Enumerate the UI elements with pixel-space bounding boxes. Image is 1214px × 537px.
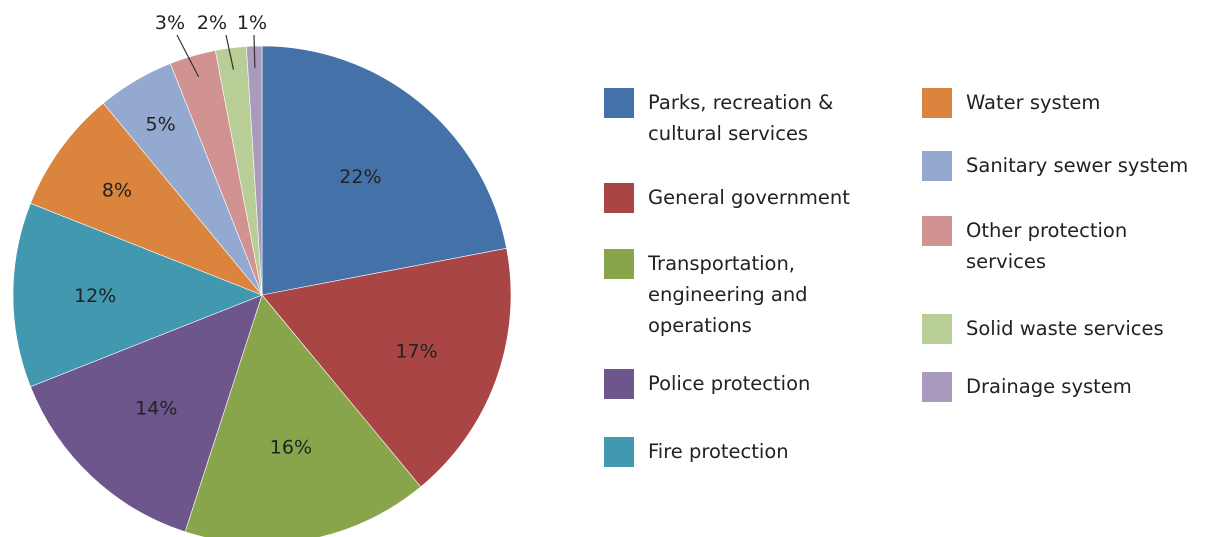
- legend-item-solid-waste-services: Solid waste services: [922, 314, 1164, 344]
- pie-value-label-police-protection: 14%: [135, 398, 177, 420]
- pie-slice-general-government: [261, 247, 512, 488]
- legend-swatch-drainage-system: [922, 372, 952, 402]
- pie-value-label-drainage-system: 1%: [237, 12, 267, 34]
- legend-item-parks-recreation-and-cultural-services: Parks, recreation & cultural services: [604, 88, 840, 145]
- legend-label-drainage-system: Drainage system: [966, 375, 1132, 398]
- pie-slice-transportation-engineering-and-operations: [184, 294, 422, 537]
- pie-value-label-other-protection-services: 3%: [155, 12, 185, 34]
- leader-line-other-protection-services: [176, 34, 200, 78]
- legend-label-parks-recreation-and-cultural-services: Parks, recreation & cultural services: [648, 91, 840, 145]
- legend-swatch-general-government: [604, 183, 634, 213]
- pie-slice-water-system: [30, 102, 263, 296]
- pie-value-label-transportation-engineering-and-operations: 16%: [270, 437, 312, 459]
- legend-item-water-system: Water system: [922, 88, 1100, 118]
- legend-swatch-parks-recreation-and-cultural-services: [604, 88, 634, 118]
- legend-item-fire-protection: Fire protection: [604, 437, 789, 467]
- legend-item-other-protection-services: Other protection services: [922, 216, 1133, 273]
- pie-value-label-parks-recreation-and-cultural-services: 22%: [339, 166, 381, 188]
- pie-slice-police-protection: [30, 294, 263, 533]
- leader-line-solid-waste-services: [225, 34, 235, 70]
- legend-swatch-fire-protection: [604, 437, 634, 467]
- pie-value-label-solid-waste-services: 2%: [197, 12, 227, 34]
- legend-item-general-government: General government: [604, 183, 850, 213]
- legend-label-water-system: Water system: [966, 91, 1100, 114]
- legend-label-police-protection: Police protection: [648, 372, 810, 395]
- pie-slice-fire-protection: [12, 202, 263, 388]
- legend-label-general-government: General government: [648, 186, 850, 209]
- legend-label-other-protection-services: Other protection services: [966, 219, 1133, 273]
- legend-item-sanitary-sewer-system: Sanitary sewer system: [922, 151, 1188, 181]
- legend-item-drainage-system: Drainage system: [922, 372, 1132, 402]
- legend-item-police-protection: Police protection: [604, 369, 810, 399]
- legend-label-solid-waste-services: Solid waste services: [966, 317, 1164, 340]
- legend-label-sanitary-sewer-system: Sanitary sewer system: [966, 154, 1188, 177]
- pie-value-label-water-system: 8%: [102, 180, 132, 202]
- legend-swatch-other-protection-services: [922, 216, 952, 246]
- legend: Parks, recreation & cultural services Gen…: [604, 88, 1188, 467]
- pie-slice-parks-recreation-and-cultural-services: [261, 45, 507, 296]
- legend-swatch-sanitary-sewer-system: [922, 151, 952, 181]
- pie-value-labels: 22% 17% 16% 14% 12% 8% 5% 3% 2% 1%: [74, 12, 438, 459]
- legend-swatch-water-system: [922, 88, 952, 118]
- pie-value-label-general-government: 17%: [395, 341, 437, 363]
- legend-label-transportation-engineering-and-operations: Transportation, engineering and operatio…: [647, 252, 814, 337]
- legend-swatch-solid-waste-services: [922, 314, 952, 344]
- legend-swatch-transportation-engineering-and-operations: [604, 249, 634, 279]
- pie-value-label-fire-protection: 12%: [74, 285, 116, 307]
- pie-slices: [12, 45, 512, 537]
- legend-item-transportation-engineering-and-operations: Transportation, engineering and operatio…: [604, 249, 814, 337]
- leader-line-drainage-system: [253, 34, 256, 69]
- legend-swatch-police-protection: [604, 369, 634, 399]
- legend-label-fire-protection: Fire protection: [648, 440, 789, 463]
- pie-value-label-sanitary-sewer-system: 5%: [146, 114, 176, 136]
